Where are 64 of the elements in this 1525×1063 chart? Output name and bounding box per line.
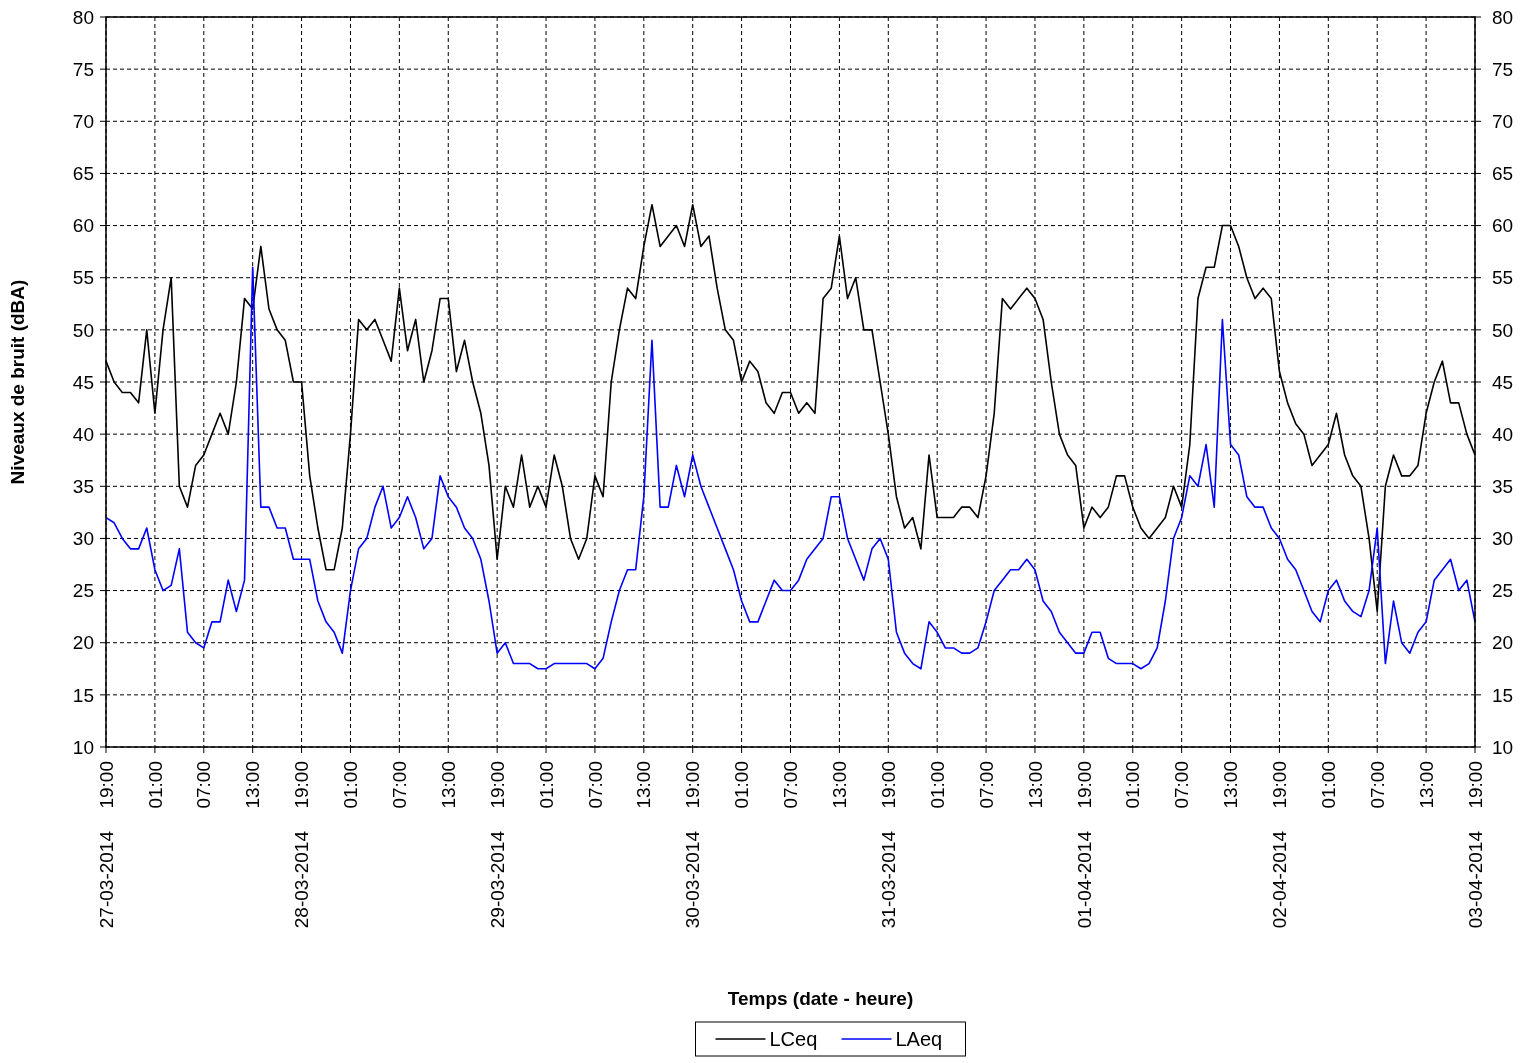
x-tick-label: 01:00 [144, 761, 166, 809]
y2-tick-label: 40 [1492, 423, 1514, 445]
x-tick-label: 01:00 [340, 761, 362, 809]
x-tick-label: 13:00 [829, 761, 851, 809]
x-tick-label: 07:00 [1171, 761, 1193, 809]
y-tick-label: 60 [72, 215, 94, 237]
x-tick-label: 19:00 30-03-2014 [682, 761, 704, 929]
y-tick-label: 25 [72, 580, 94, 602]
y-tick-label: 10 [72, 736, 94, 758]
y2-tick-label: 35 [1492, 475, 1514, 497]
legend-label: LAeq [895, 1028, 943, 1050]
y2-tick-label: 45 [1492, 371, 1514, 393]
x-tick-label: 19:00 31-03-2014 [877, 761, 899, 929]
legend-label: LCeq [769, 1028, 818, 1050]
x-tick-label: 07:00 [389, 761, 411, 809]
x-tick-label: 13:00 [1024, 761, 1046, 809]
x-tick-label: 07:00 [975, 761, 997, 809]
x-tick-label: 19:00 03-04-2014 [1464, 761, 1486, 929]
y-tick-label: 15 [72, 684, 94, 706]
y2-tick-label: 65 [1492, 163, 1514, 185]
x-tick-label: 13:00 [242, 761, 264, 809]
x-tick-label: 07:00 [584, 761, 606, 809]
x-tick-label: 01:00 [731, 761, 753, 809]
x-tick-label: 13:00 [1415, 761, 1437, 809]
y2-tick-label: 70 [1492, 110, 1514, 132]
x-tick-label: 19:00 28-03-2014 [291, 761, 313, 929]
x-tick-label: 19:00 27-03-2014 [95, 761, 117, 929]
x-axis-title: Temps (date - heure) [727, 988, 914, 1009]
y-tick-label: 40 [72, 423, 94, 445]
x-tick-label: 07:00 [193, 761, 215, 809]
y-tick-label: 20 [72, 632, 94, 654]
y2-tick-label: 60 [1492, 215, 1514, 237]
x-tick-label: 01:00 [535, 761, 557, 809]
x-tick-label: 19:00 02-04-2014 [1269, 761, 1291, 929]
y-tick-label: 80 [72, 6, 94, 28]
y2-tick-label: 55 [1492, 267, 1514, 289]
y2-tick-label: 30 [1492, 528, 1514, 550]
x-tick-label: 13:00 [1220, 761, 1242, 809]
line-series [105, 266, 1476, 670]
y-tick-label: 30 [72, 528, 94, 550]
y-tick-label: 50 [72, 319, 94, 341]
x-tick-label: 19:00 01-04-2014 [1073, 761, 1095, 929]
x-tick-label: 01:00 [1317, 761, 1339, 809]
x-tick-label: 19:00 29-03-2014 [486, 761, 508, 929]
x-tick-label: 13:00 [437, 761, 459, 809]
x-tick-label: 01:00 [1122, 761, 1144, 809]
x-tick-label: 13:00 [633, 761, 655, 809]
y-tick-label: 45 [72, 371, 94, 393]
y-tick-label: 65 [72, 163, 94, 185]
y-axis-title: Niveaux de bruit (dBA) [7, 279, 28, 485]
y2-tick-label: 15 [1492, 684, 1514, 706]
x-tick-label: 01:00 [926, 761, 948, 809]
y2-tick-label: 80 [1492, 6, 1514, 28]
y2-tick-label: 25 [1492, 580, 1514, 602]
y2-tick-label: 10 [1492, 736, 1514, 758]
y-tick-label: 75 [72, 58, 94, 80]
y-tick-label: 55 [72, 267, 94, 289]
y2-tick-label: 50 [1492, 319, 1514, 341]
y2-tick-label: 20 [1492, 632, 1514, 654]
x-tick-label: 07:00 [780, 761, 802, 809]
y-tick-label: 70 [72, 110, 94, 132]
y-tick-label: 35 [72, 475, 94, 497]
y2-tick-label: 75 [1492, 58, 1514, 80]
x-tick-label: 07:00 [1366, 761, 1388, 809]
